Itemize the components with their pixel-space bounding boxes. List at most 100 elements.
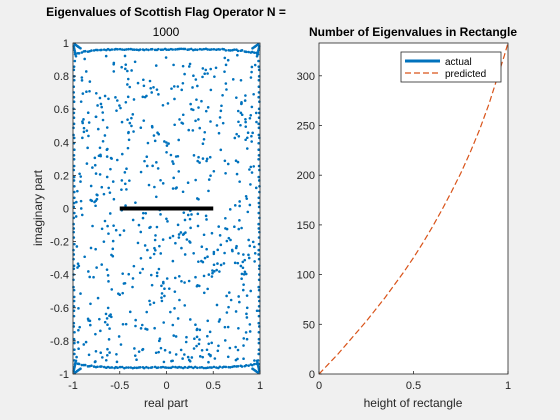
eigenvalue-point [90,49,93,52]
eigenvalue-point [93,360,97,364]
eigenvalue-point [91,166,94,169]
eigenvalue-point [225,294,228,298]
eigenvalue-point [72,295,76,299]
eigenvalue-point [218,270,221,273]
eigenvalue-point [179,47,183,51]
eigenvalue-point [119,106,122,110]
eigenvalue-point [114,96,117,99]
eigenvalue-point [106,353,109,357]
eigenvalue-point [145,310,149,314]
eigenvalue-point [187,128,191,132]
eigenvalue-point [151,125,154,129]
eigenvalue-point [83,57,86,61]
eigenvalue-point [178,118,181,121]
eigenvalue-point [127,47,130,51]
eigenvalue-point [130,124,133,128]
eigenvalue-point [141,95,145,99]
eigenvalue-point [170,359,173,363]
eigenvalue-point [116,366,119,370]
eigenvalue-point [251,240,255,244]
eigenvalue-point [84,70,88,73]
eigenvalue-point [149,256,152,260]
eigenvalue-point [212,263,216,267]
eigenvalue-point [84,340,88,344]
eigenvalue-point [189,226,192,230]
eigenvalue-point [253,359,256,362]
eigenvalue-point [181,190,185,194]
eigenvalue-point [228,346,232,350]
eigenvalue-point [161,103,165,107]
eigenvalue-point [219,148,223,152]
eigenvalue-point [124,67,127,71]
eigenvalue-point [171,234,175,238]
eigenvalue-point [127,131,130,135]
eigenvalue-point [73,242,76,246]
eigenvalue-point [157,350,160,354]
scatter-title: Eigenvalues of Scottish Flag Operator N … [46,5,286,19]
eigenvalue-point [240,277,243,281]
eigenvalue-point [256,361,259,365]
eigenvalue-point [256,52,259,56]
eigenvalue-point [121,322,125,326]
eigenvalue-point [159,48,163,51]
eigenvalue-point [174,187,178,190]
eigenvalue-point [207,353,211,356]
eigenvalue-point [110,157,113,160]
eigenvalue-point [203,256,207,260]
eigenvalue-point [168,236,172,240]
eigenvalue-point [183,72,186,76]
eigenvalue-point [165,366,169,369]
eigenvalue-point [185,238,189,241]
eigenvalue-point [133,48,136,51]
eigenvalue-point [196,212,200,216]
eigenvalue-point [160,284,163,288]
eigenvalue-point [195,344,198,348]
eigenvalue-point [206,255,209,259]
eigenvalue-point [133,354,137,357]
eigenvalue-point [79,199,83,203]
eigenvalue-point [236,109,240,113]
eigenvalue-point [121,272,124,275]
eigenvalue-point [213,270,216,273]
eigenvalue-point [224,227,227,230]
eigenvalue-point [79,207,83,210]
eigenvalue-point [161,238,165,241]
eigenvalue-point [240,102,243,106]
eigenvalue-point [196,366,199,370]
eigenvalue-point [257,148,260,152]
eigenvalue-point [153,246,156,250]
eigenvalue-point [135,358,138,362]
eigenvalue-point [253,63,257,67]
eigenvalue-point [96,193,99,197]
eigenvalue-point [195,98,198,101]
eigenvalue-point [238,180,241,183]
eigenvalue-point [223,251,226,255]
eigenvalue-point [246,210,250,214]
eigenvalue-point [78,172,81,176]
eigenvalue-point [255,120,258,124]
eigenvalue-point [145,164,149,168]
eigenvalue-point [134,324,137,328]
eigenvalue-point [110,288,114,291]
eigenvalue-point [76,189,79,193]
eigenvalue-point [212,252,216,256]
eigenvalue-point [221,93,224,97]
eigenvalue-point [205,348,209,352]
legend-label-predicted: predicted [445,69,486,80]
eigenvalue-point [153,238,157,242]
eigenvalue-point [152,134,156,137]
legend: actual predicted [400,51,502,83]
eigenvalue-point [118,365,122,369]
eigenvalue-point [117,335,121,338]
eigenvalue-point [176,317,180,320]
scatter-x-ticks: -1 -0.5 0 0.5 1 [68,371,263,392]
eigenvalue-point [241,260,245,264]
eigenvalue-point [234,310,238,313]
scatter-y-tick-label: 0.6 [54,104,69,116]
eigenvalue-point [257,211,261,215]
eigenvalue-point [227,291,231,294]
eigenvalue-point [111,239,115,243]
eigenvalue-point [222,262,226,265]
eigenvalue-point [123,366,126,370]
